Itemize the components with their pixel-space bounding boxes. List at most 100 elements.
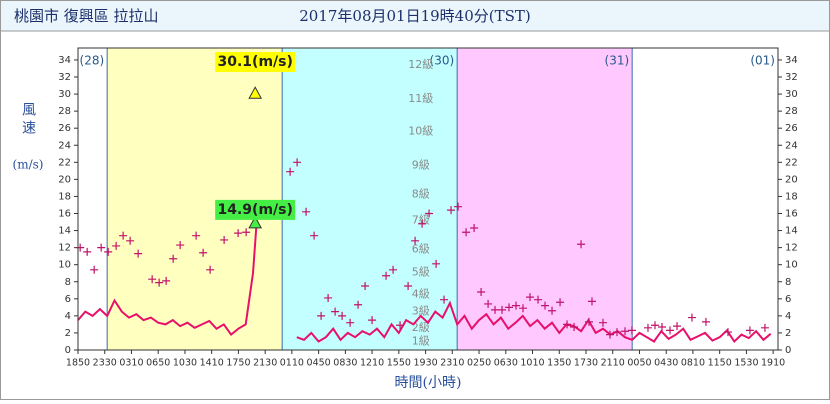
day-label: (01) (750, 54, 775, 68)
y-tick-label: 8 (65, 277, 71, 288)
gust-marker (331, 307, 340, 316)
gust-marker (606, 330, 614, 339)
gust-marker (666, 326, 675, 335)
x-tick-label: 0450 (307, 358, 331, 369)
gust-marker (324, 293, 333, 302)
y2-tick-label: 8 (785, 277, 791, 288)
x-tick-label: 0650 (146, 358, 170, 369)
y-tick-label: 14 (58, 226, 71, 237)
day-band (457, 48, 633, 350)
gust-marker (556, 298, 565, 307)
y2-tick-label: 22 (785, 157, 798, 168)
beaufort-label: 12級 (408, 58, 433, 71)
gust-marker (760, 323, 769, 332)
gust-marker (470, 224, 479, 233)
gust-marker (155, 278, 164, 287)
gust-marker (440, 295, 449, 304)
x-tick-label: 1550 (387, 358, 411, 369)
y-axis-title: 風速 (20, 102, 36, 138)
x-tick-label: 0830 (333, 358, 357, 369)
x-tick-label: 1930 (414, 358, 438, 369)
y2-tick-label: 26 (785, 123, 798, 134)
y2-tick-label: 0 (785, 345, 791, 356)
x-tick-label: 1210 (360, 358, 384, 369)
x-tick-label: 1850 (66, 358, 90, 369)
gust-marker (534, 295, 543, 304)
gust-marker (563, 320, 572, 329)
gust-marker (242, 228, 251, 237)
y2-tick-label: 18 (785, 191, 798, 202)
y-tick-label: 32 (58, 72, 71, 83)
gust-marker (418, 219, 427, 228)
beaufort-label: 10級 (408, 125, 433, 138)
x-tick-label: 1750 (226, 358, 250, 369)
gust-marker (599, 318, 607, 327)
x-tick-label: 1910 (761, 358, 785, 369)
gust-marker (723, 328, 732, 337)
beaufort-label: 8級 (412, 188, 430, 201)
beaufort-label: 3級 (412, 305, 430, 318)
y2-tick-label: 28 (785, 106, 798, 117)
gust-marker (382, 271, 391, 280)
x-axis-title: 時間(小時) (395, 375, 462, 391)
gust-marker (745, 326, 754, 335)
y2-tick-label: 6 (785, 294, 791, 305)
day-label: (30) (430, 54, 455, 68)
y-tick-label: 24 (58, 140, 71, 151)
x-tick-label: 2310 (440, 358, 464, 369)
y-tick-label: 18 (58, 191, 71, 202)
gust-marker (425, 209, 434, 218)
beaufort-label: 5級 (412, 265, 430, 278)
y2-tick-label: 32 (785, 72, 798, 83)
gust-marker (454, 202, 463, 211)
x-tick-label: 0430 (654, 358, 678, 369)
gust-marker (83, 247, 92, 256)
y2-tick-label: 10 (785, 260, 798, 271)
x-tick-label: 0050 (627, 358, 651, 369)
x-tick-label: 1410 (200, 358, 224, 369)
gust-marker (112, 241, 121, 250)
gust-marker (701, 317, 710, 326)
gust-marker (126, 236, 135, 245)
wind-line (77, 222, 258, 337)
gust-marker (134, 249, 143, 258)
gust-marker (673, 322, 682, 331)
y2-tick-label: 20 (785, 174, 798, 185)
gust-marker (302, 207, 311, 216)
header-bar (1, 1, 829, 31)
day-band (282, 48, 458, 350)
y-tick-label: 4 (65, 311, 71, 322)
gust-marker (338, 311, 347, 320)
gust-marker (548, 306, 557, 315)
gust-marker (199, 248, 208, 257)
y-tick-label: 22 (58, 157, 71, 168)
gust-marker (650, 321, 659, 330)
x-tick-label: 0810 (681, 358, 705, 369)
x-tick-label: 1350 (547, 358, 571, 369)
gust-marker (119, 231, 128, 240)
x-tick-label: 0630 (494, 358, 518, 369)
gust-marker (519, 304, 528, 313)
y-tick-label: 2 (65, 328, 71, 339)
gust-marker (585, 317, 593, 326)
peak-marker (248, 215, 263, 229)
gust-marker (462, 228, 471, 237)
beaufort-label: 1級 (412, 334, 430, 347)
gust-marker (354, 300, 363, 309)
x-tick-label: 2330 (93, 358, 117, 369)
y-axis-unit: (m/s) (13, 158, 44, 172)
y-tick-label: 16 (58, 209, 71, 220)
gust-marker (432, 259, 441, 268)
gust-marker (577, 240, 586, 249)
gust-marker (286, 167, 295, 176)
beaufort-label: 4級 (412, 288, 430, 301)
y-tick-label: 20 (58, 174, 71, 185)
gust-marker (361, 282, 370, 291)
gust-marker (491, 305, 500, 314)
gust-marker (176, 241, 185, 250)
gust-marker (498, 305, 507, 314)
x-tick-label: 2130 (253, 358, 277, 369)
beaufort-label: 6級 (412, 242, 430, 255)
gust-marker (206, 265, 215, 274)
